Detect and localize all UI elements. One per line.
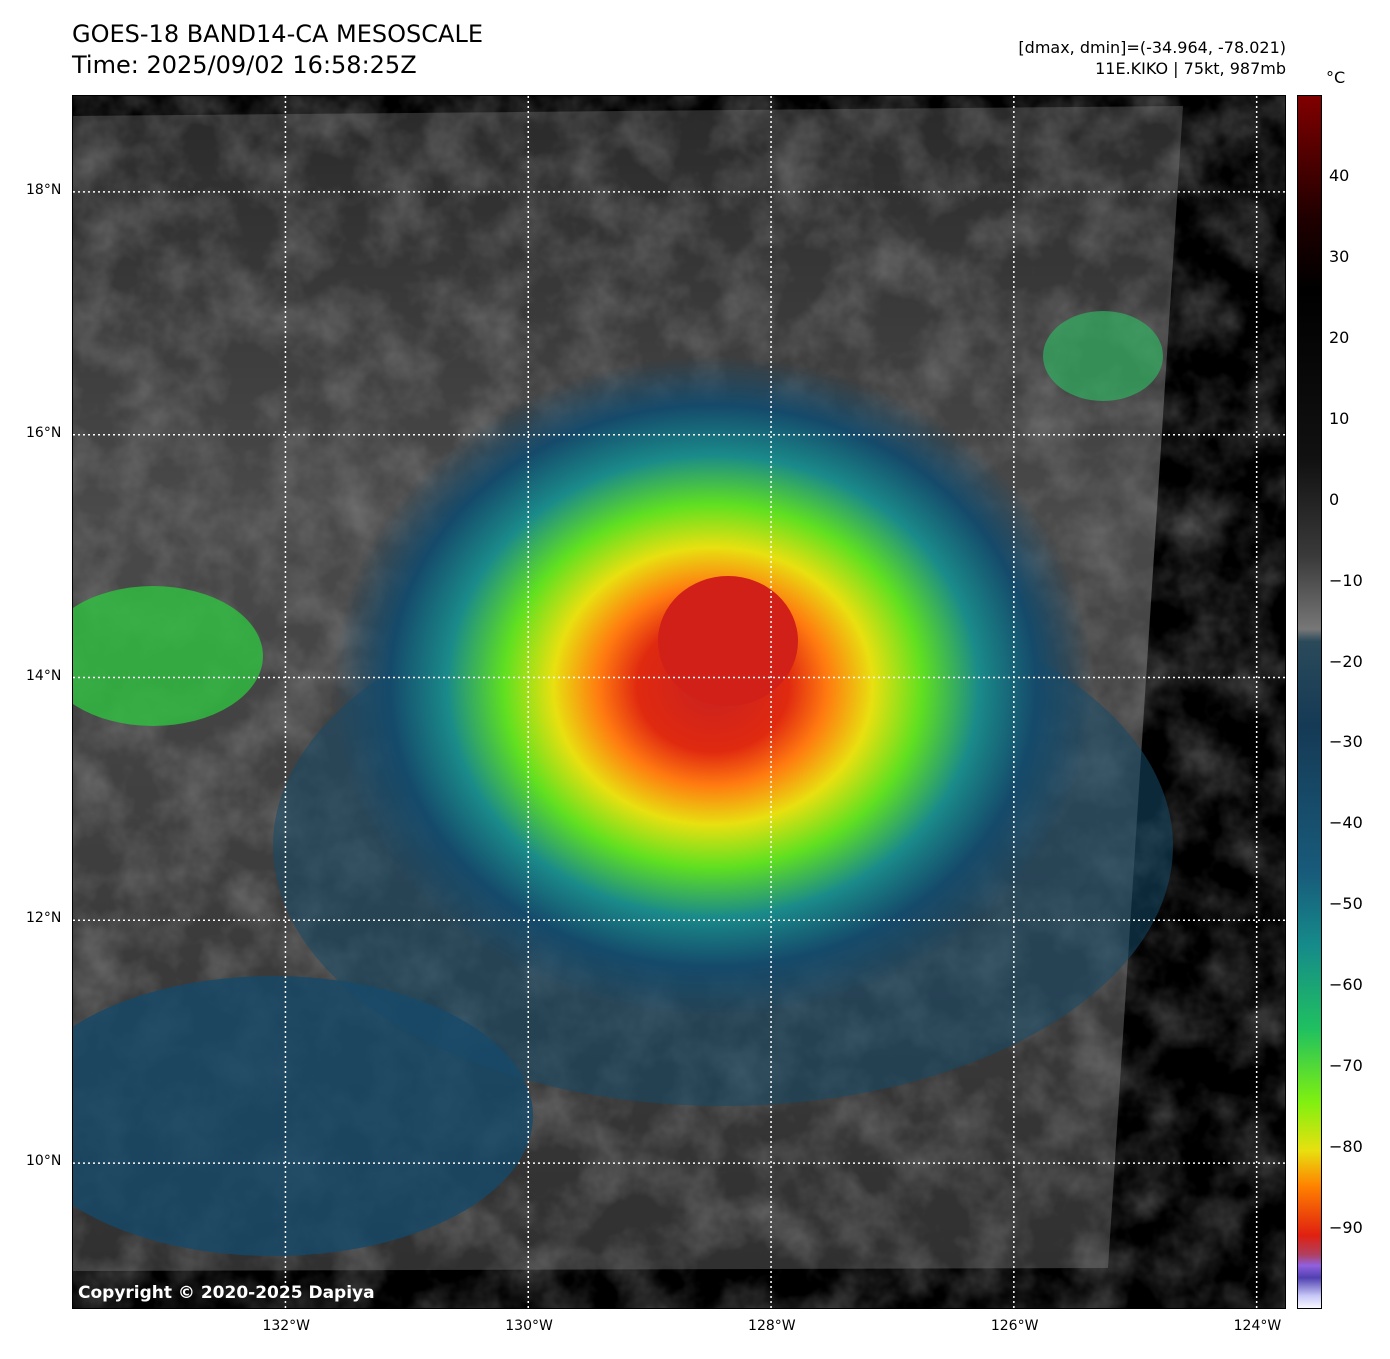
colorbar-tick-label: 40 [1329, 165, 1350, 185]
lat-tick-label: 14°N [26, 667, 62, 684]
colorbar-tick-label: −40 [1329, 813, 1363, 833]
lon-tick-label: 126°W [990, 1318, 1039, 1334]
satellite-map: Copyright © 2020-2025 Dapiya [72, 95, 1286, 1309]
lat-tick-label: 12°N [26, 910, 62, 927]
lat-tick-label: 18°N [26, 181, 62, 198]
timestamp: Time: 2025/09/02 16:58:25Z [72, 51, 417, 79]
dmax-dmin: [dmax, dmin]=(-34.964, -78.021) [1018, 38, 1286, 57]
storm-core [658, 576, 798, 706]
lon-tick-label: 128°W [748, 1318, 796, 1334]
colorbar-tick-label: −10 [1329, 570, 1363, 590]
lon-tick-label: 132°W [262, 1318, 311, 1334]
colorbar-tick-label: −70 [1329, 1056, 1363, 1076]
lat-tick-label: 16°N [26, 424, 62, 441]
colorbar-unit: °C [1326, 68, 1346, 87]
lon-tick-label: 130°W [505, 1318, 553, 1334]
colorbar-tick-label: 10 [1329, 408, 1350, 428]
copyright: Copyright © 2020-2025 Dapiya [78, 1283, 375, 1303]
colorbar-tick-label: −90 [1329, 1218, 1363, 1238]
colorbar-tick-label: 30 [1329, 246, 1350, 266]
colorbar-tick-label: −30 [1329, 732, 1363, 752]
colorbar-tick-label: 20 [1329, 327, 1350, 347]
colorbar-tick-label: −20 [1329, 651, 1363, 671]
colorbar-tick-label: −50 [1329, 894, 1363, 914]
lat-tick-label: 10°N [26, 1153, 62, 1170]
colorbar-tick-label: 0 [1329, 489, 1340, 509]
lon-tick-label: 124°W [1233, 1318, 1282, 1334]
colorbar [1297, 95, 1322, 1309]
colorbar-tick-label: −80 [1329, 1137, 1363, 1157]
colorbar-tick-label: −60 [1329, 975, 1363, 995]
storm-info: 11E.KIKO | 75kt, 987mb [1095, 59, 1286, 78]
satellite-image [73, 96, 1285, 1308]
chart-title: GOES-18 BAND14-CA MESOSCALE [72, 20, 483, 48]
